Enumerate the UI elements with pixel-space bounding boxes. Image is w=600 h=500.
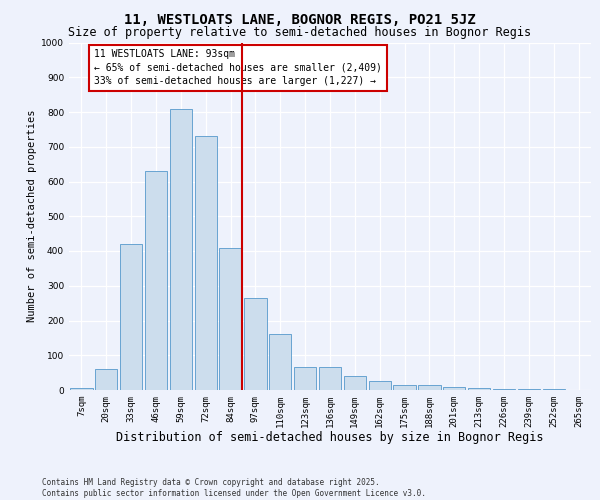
Bar bbox=[319, 368, 341, 390]
Text: 11, WESTLOATS LANE, BOGNOR REGIS, PO21 5JZ: 11, WESTLOATS LANE, BOGNOR REGIS, PO21 5… bbox=[124, 12, 476, 26]
Bar bbox=[95, 369, 118, 390]
Y-axis label: Number of semi-detached properties: Number of semi-detached properties bbox=[27, 110, 37, 322]
Bar bbox=[244, 298, 266, 390]
Text: Size of property relative to semi-detached houses in Bognor Regis: Size of property relative to semi-detach… bbox=[68, 26, 532, 39]
X-axis label: Distribution of semi-detached houses by size in Bognor Regis: Distribution of semi-detached houses by … bbox=[116, 432, 544, 444]
Bar bbox=[170, 108, 192, 390]
Bar bbox=[443, 387, 466, 390]
Text: Contains HM Land Registry data © Crown copyright and database right 2025.
Contai: Contains HM Land Registry data © Crown c… bbox=[42, 478, 426, 498]
Bar bbox=[269, 334, 292, 390]
Bar bbox=[468, 388, 490, 390]
Bar bbox=[418, 385, 440, 390]
Bar bbox=[220, 248, 242, 390]
Text: 11 WESTLOATS LANE: 93sqm
← 65% of semi-detached houses are smaller (2,409)
33% o: 11 WESTLOATS LANE: 93sqm ← 65% of semi-d… bbox=[94, 50, 382, 86]
Bar bbox=[120, 244, 142, 390]
Bar bbox=[145, 171, 167, 390]
Bar bbox=[194, 136, 217, 390]
Bar bbox=[394, 385, 416, 390]
Bar bbox=[368, 382, 391, 390]
Bar bbox=[70, 388, 92, 390]
Bar bbox=[344, 376, 366, 390]
Bar bbox=[294, 368, 316, 390]
